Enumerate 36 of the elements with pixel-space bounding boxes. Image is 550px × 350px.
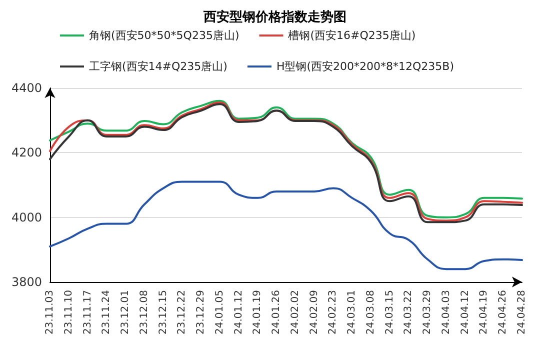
- x-tick-label: 24.01.19: [252, 290, 264, 335]
- x-tick-label: 24.03.08: [365, 290, 376, 335]
- x-tick-label: 24.03.29: [422, 290, 434, 335]
- x-tick-label: 24.02.09: [308, 290, 320, 335]
- x-tick-label: 24.03.22: [403, 290, 414, 335]
- x-tick-label: 24.04.26: [498, 290, 509, 335]
- y-tick-label: 4200: [11, 146, 42, 160]
- x-tick-label: 23.12.29: [196, 290, 207, 335]
- x-tick-label: 24.02.02: [290, 290, 301, 335]
- x-tick-label: 24.01.26: [271, 290, 282, 335]
- x-tick-label: 23.11.10: [63, 290, 74, 335]
- x-tick-label: 23.11.24: [101, 290, 112, 335]
- x-tick-label: 24.01.05: [214, 290, 226, 335]
- x-tick-label: 23.12.08: [138, 290, 150, 335]
- x-tick-label: 24.04.03: [440, 290, 452, 335]
- legend-label: 工字钢(西安14#Q235唐山): [89, 60, 228, 73]
- x-tick-label: 23.11.17: [82, 290, 94, 335]
- legend-label: 槽钢(西安16#Q235唐山): [288, 29, 416, 42]
- x-tick-label: 24.01.12: [233, 290, 244, 335]
- y-tick-label: 4000: [11, 210, 42, 224]
- x-tick-label: 23.11.03: [44, 290, 56, 335]
- y-tick-label: 3800: [11, 275, 42, 289]
- chart-title: 西安型钢价格指数走势图: [202, 9, 346, 25]
- x-tick-label: 23.12.15: [158, 290, 169, 335]
- legend-label: H型钢(西安200*200*8*12Q235B): [276, 60, 454, 73]
- x-tick-label: 24.03.01: [346, 290, 358, 335]
- legend-label: 角钢(西安50*50*5Q235唐山): [89, 29, 240, 42]
- x-tick-label: 24.02.23: [328, 290, 339, 335]
- line-series: [49, 180, 523, 270]
- x-tick-label: 24.04.19: [478, 290, 490, 335]
- x-tick-label: 23.12.22: [176, 290, 188, 335]
- x-tick-label: 24.03.15: [384, 290, 396, 335]
- x-tick-label: 24.04.28: [516, 290, 528, 335]
- x-tick-label: 23.12.01: [120, 290, 132, 335]
- x-tick-label: 24.04.12: [460, 290, 471, 335]
- y-tick-label: 4400: [11, 81, 42, 95]
